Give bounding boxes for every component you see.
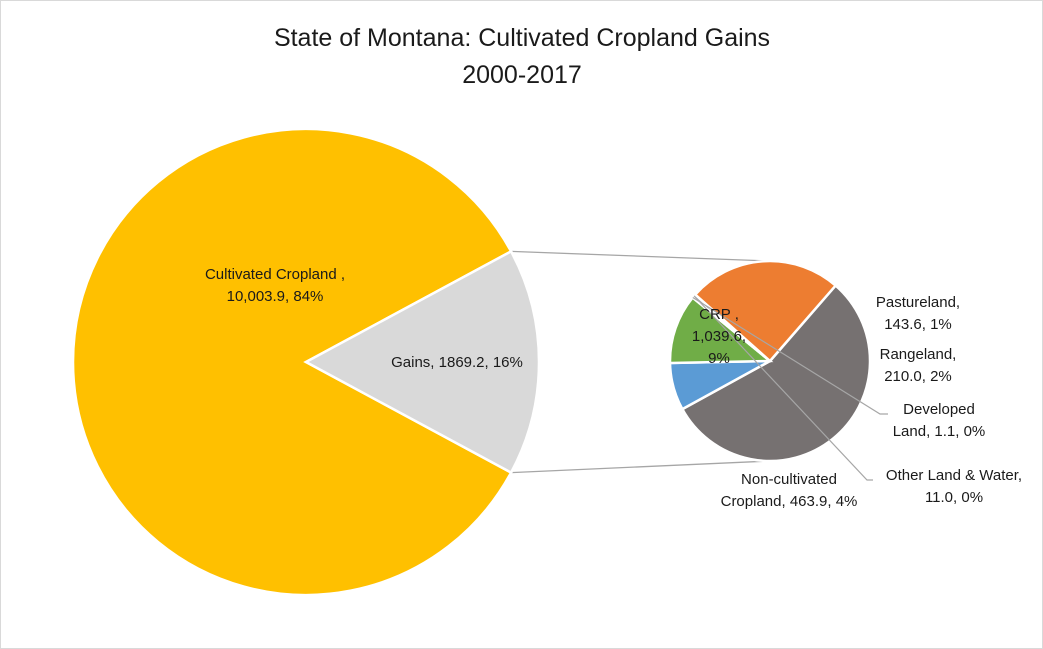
leader-developed-land xyxy=(692,296,888,415)
label-gains: Gains, 1869.2, 16% xyxy=(391,354,523,371)
slice-crp xyxy=(680,283,872,463)
connector-top xyxy=(511,250,771,262)
slice-gains xyxy=(303,249,541,475)
label-pastureland: Pastureland, 143.6, 1% xyxy=(876,294,960,333)
connector-lines xyxy=(511,250,771,474)
label-crp: CRP , 1,039.6, 9% xyxy=(692,306,746,367)
data-labels: Cultivated Cropland , 10,003.9, 84% Gains,… xyxy=(205,266,1022,510)
slice-cultivated-cropland xyxy=(71,127,513,597)
chart-title-line-2: 2000-2017 xyxy=(462,61,582,89)
leader-lines xyxy=(692,295,888,481)
label-other-land-water: Other Land & Water, 11.0, 0% xyxy=(886,467,1022,506)
label-non-cultivated-cropland: Non-cultivated Cropland, 463.9, 4% xyxy=(721,471,858,510)
slice-non-cultivated-cropland xyxy=(693,259,838,363)
connector-bottom xyxy=(511,460,771,474)
chart-title-line-1: State of Montana: Cultivated Cropland Ga… xyxy=(274,24,770,52)
secondary-pie xyxy=(668,259,872,463)
label-rangeland: Rangeland, 210.0, 2% xyxy=(880,346,957,385)
main-pie xyxy=(71,127,541,597)
leader-other-land-water xyxy=(693,295,873,481)
label-developed-land: Developed Land, 1.1, 0% xyxy=(893,401,986,440)
label-cultivated-cropland: Cultivated Cropland , 10,003.9, 84% xyxy=(205,266,345,305)
slice-rangeland xyxy=(668,295,774,365)
